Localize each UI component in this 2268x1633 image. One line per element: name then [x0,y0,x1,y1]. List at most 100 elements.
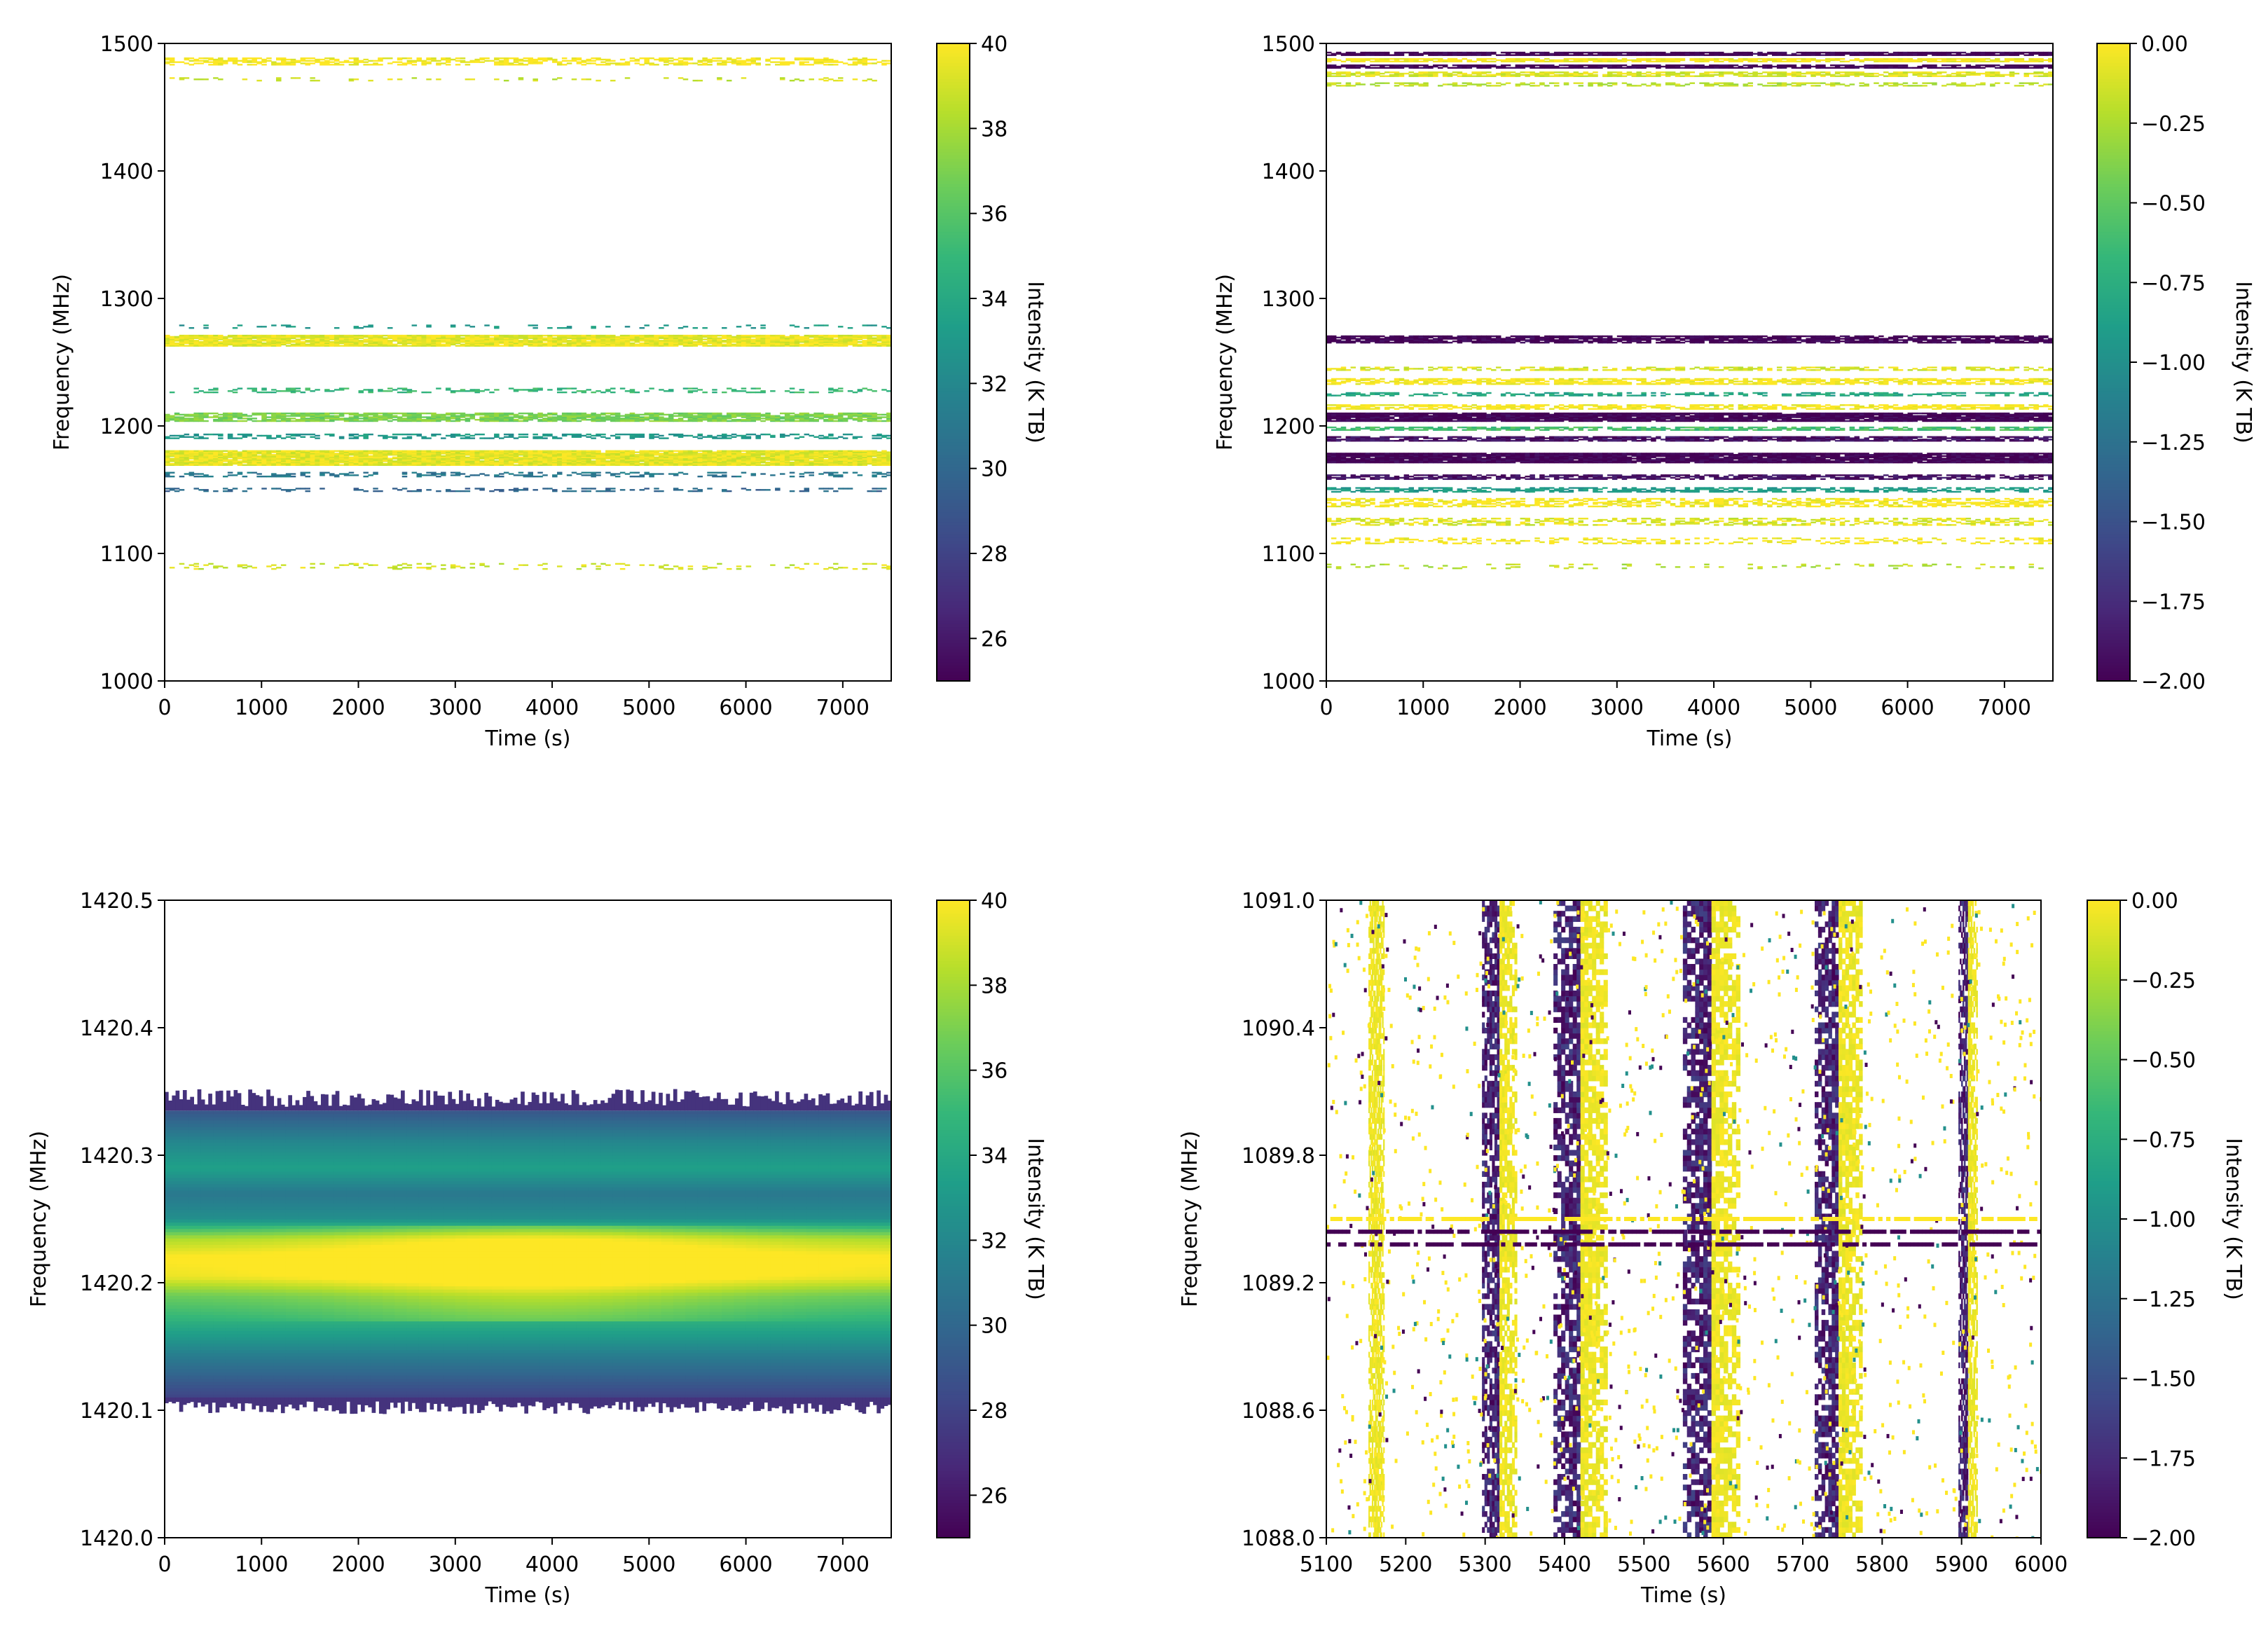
colorbar: 26 28 30 32 34 36 38 40 Intensity (K TB) [936,889,1047,1538]
band-18 [1331,537,2053,544]
spectrum-rows [165,1110,891,1398]
colorbar-tick-label: −0.50 [2141,192,2206,216]
x-tick-label: 4000 [1687,696,1740,720]
x-tick-label: 4000 [525,696,579,720]
y-tick-label: 1300 [100,287,153,312]
y-tick-label: 1100 [100,542,153,567]
colorbar-tick-label: −1.00 [2131,1208,2196,1232]
band-1 [169,77,877,82]
colorbar-tick-label: 30 [981,457,1008,482]
x-tick-label: 1000 [235,1552,288,1577]
axes-frame [164,900,892,1538]
y-tick-label: 1500 [1262,32,1315,57]
colorbar-tick-label: 26 [981,1484,1008,1508]
band-1 [1326,57,2053,62]
panel-bottom-right: 5100 5200 5300 5400 5500 5600 5700 5800 5900 6000… [1178,889,2246,1608]
x-tick-label: 1000 [235,696,288,720]
band-9 [1326,404,2053,410]
stripe-1 [1482,900,1518,1538]
colorbar-tick-label: −1.25 [2141,431,2206,455]
colorbar-tick-label: 28 [981,1399,1008,1424]
colorbar-tick-label: 36 [981,202,1008,227]
scatter-noise [1326,900,2041,1538]
colorbar-tick-label: −2.00 [2141,670,2206,694]
band-0 [165,57,891,66]
x-tick-label: 7000 [816,696,870,720]
y-axis-label: Frequency (MHz) [1213,274,1237,450]
y-tick-label: 1088.0 [1242,1527,1315,1551]
band-7 [1326,378,2053,385]
band-4 [1326,82,2053,87]
x-tick-label: 5000 [622,1552,675,1577]
panel-bottom-left: 0 1000 2000 3000 4000 5000 6000 7000 1420.0 1420.… [27,889,1047,1608]
y-tick-label: 1088.6 [1242,1399,1315,1424]
panel-top-right: 0 1000 2000 3000 4000 5000 6000 700010001100120… [1213,32,2255,751]
band-3 [1326,71,2053,77]
x-tick-label: 0 [1319,696,1333,720]
y-tick-label: 1089.2 [1242,1272,1315,1296]
band-10 [169,563,891,570]
y-tick-label: 1400 [100,160,153,184]
colorbar-tick-label: 30 [981,1314,1008,1339]
heatmap-cells [165,43,891,681]
colorbar-tick-label: −0.25 [2141,112,2206,137]
y-tick-label: 1091.0 [1242,889,1315,914]
stripe-2 [1553,900,1608,1538]
x-axis-label: Time (s) [1640,1583,1726,1608]
x-tick-label: 5600 [1696,1552,1750,1577]
y-axis-label: Frequency (MHz) [50,274,74,450]
colorbar-tick-label: 38 [981,117,1008,142]
x-tick-label: 6000 [719,696,772,720]
colorbar-tick-label: 0.00 [2141,32,2188,57]
band-11 [1326,426,2053,431]
band-12 [1326,436,2053,442]
x-tick-label: 7000 [1978,696,2031,720]
y-tick-label: 1000 [1262,670,1315,694]
colorbar-tick-label: −1.50 [2141,511,2206,535]
stripe-5 [1958,900,1978,1538]
colorbar-tick-label: 0.00 [2131,889,2178,914]
band-16 [1326,497,2053,508]
hband-0 [1330,1217,2037,1221]
panel-top-left: 0 1000 2000 3000 4000 5000 6000 700010001100120… [50,32,1047,751]
y-tick-label: 1200 [1262,415,1315,439]
colorbar-label: Intensity (K TB) [1023,281,1047,443]
x-tick-label: 3000 [1590,696,1644,720]
band-15 [1326,487,2053,493]
y-tick-label: 1200 [100,415,153,439]
band-2 [165,334,891,347]
colorbar-tick-label: −1.00 [2141,351,2206,375]
y-tick-label: 1420.5 [80,889,153,914]
x-axis-label: Time (s) [485,1583,571,1608]
y-tick-label: 1420.2 [80,1272,153,1296]
x-tick-label: 5400 [1538,1552,1591,1577]
y-tick-label: 1420.1 [80,1399,153,1424]
x-tick-label: 5300 [1458,1552,1511,1577]
y-tick-label: 1300 [1262,287,1315,312]
x-tick-label: 5000 [622,696,675,720]
y-tick-label: 1500 [100,32,153,57]
colorbar-label: Intensity (K TB) [1023,1138,1047,1300]
band-9 [165,488,887,492]
colorbar-tick-label: 36 [981,1059,1008,1084]
y-tick-label: 1420.3 [80,1144,153,1169]
colorbar-tick-label: 32 [981,372,1008,397]
x-tick-label: 2000 [331,696,385,720]
x-tick-label: 3000 [429,696,482,720]
colorbar-tick-label: 28 [981,542,1008,567]
band-8 [165,471,891,478]
colorbar-tick-label: −0.25 [2131,969,2196,993]
band-5 [165,412,891,422]
axes-frame [164,43,892,682]
band-13 [1326,453,2053,464]
x-axis-label: Time (s) [1647,726,1733,751]
colorbar-tick-label: 38 [981,974,1008,998]
stripe-3 [1682,900,1741,1538]
x-tick-label: 5900 [1934,1552,1988,1577]
band-14 [1326,474,2053,481]
heatmap-cells [1326,900,2041,1538]
axes-frame [1326,900,2042,1538]
colorbar-tick-label: 40 [981,32,1008,57]
stripe-4 [1815,900,1863,1538]
axes-frame [1326,43,2054,682]
